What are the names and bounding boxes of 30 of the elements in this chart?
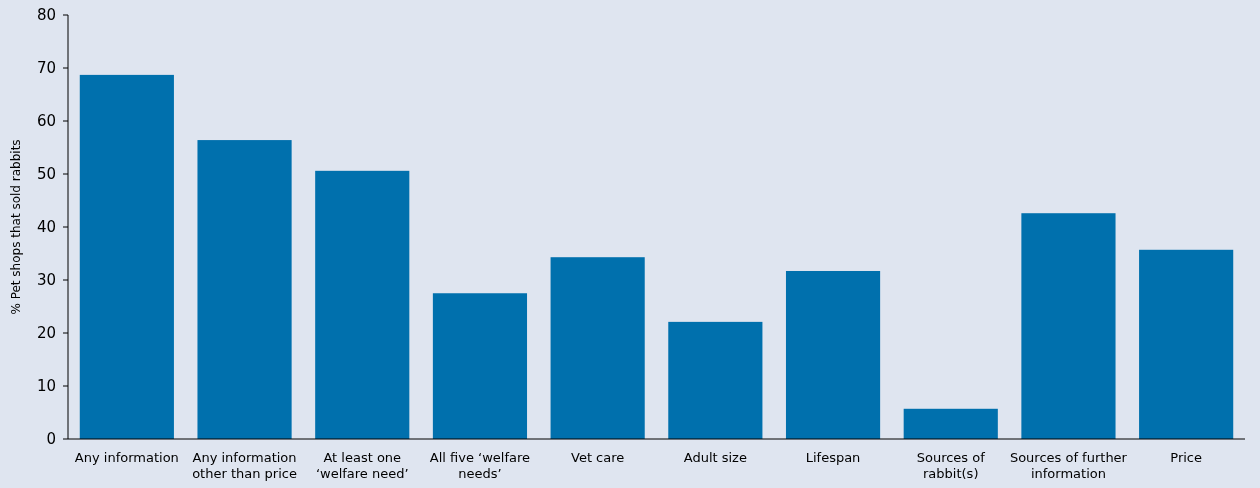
bar (550, 257, 645, 439)
y-tick-label: 0 (46, 430, 56, 449)
bar (315, 170, 410, 439)
bar (432, 293, 528, 439)
y-tick-label: 40 (36, 218, 56, 237)
x-tick-label: At least one ‘welfare need’ (315, 450, 409, 481)
y-tick-label: 50 (36, 165, 56, 184)
bar (1021, 213, 1116, 439)
y-tick-label: 20 (36, 324, 56, 343)
bar (903, 408, 998, 439)
x-tick-label: Any information (74, 450, 179, 465)
x-tick-label: Sources of further information (1009, 450, 1128, 481)
x-tick-label: Any information other than price (192, 450, 297, 481)
x-tick-label: All five ‘welfare needs’ (429, 450, 531, 481)
x-tick-label: Sources of rabbit(s) (916, 450, 986, 481)
bar (79, 74, 174, 439)
y-tick-label: 70 (36, 59, 56, 78)
bar (785, 270, 881, 439)
x-tick-label: Lifespan (805, 450, 861, 465)
y-tick-label: 60 (36, 112, 56, 131)
x-tick-label: Vet care (571, 450, 625, 465)
x-tick-label: Adult size (683, 450, 747, 465)
y-tick-label: 10 (36, 377, 56, 396)
y-axis-title: % Pet shops that sold rabbits (9, 139, 23, 315)
y-tick-label: 80 (36, 6, 56, 25)
bar (1139, 249, 1234, 439)
bar (668, 321, 763, 439)
x-tick-label: Price (1170, 450, 1203, 465)
bar (197, 140, 292, 439)
y-tick-label: 30 (36, 271, 56, 290)
